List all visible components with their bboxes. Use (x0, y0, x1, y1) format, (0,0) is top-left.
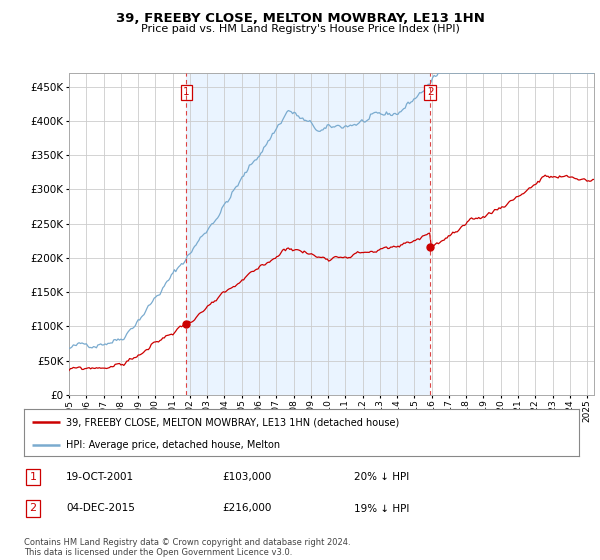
Text: 20% ↓ HPI: 20% ↓ HPI (354, 472, 409, 482)
Text: 39, FREEBY CLOSE, MELTON MOWBRAY, LE13 1HN: 39, FREEBY CLOSE, MELTON MOWBRAY, LE13 1… (116, 12, 484, 25)
Text: 04-DEC-2015: 04-DEC-2015 (66, 503, 135, 514)
Text: Price paid vs. HM Land Registry's House Price Index (HPI): Price paid vs. HM Land Registry's House … (140, 24, 460, 34)
Text: 2: 2 (29, 503, 37, 514)
Text: 19% ↓ HPI: 19% ↓ HPI (354, 503, 409, 514)
Text: Contains HM Land Registry data © Crown copyright and database right 2024.
This d: Contains HM Land Registry data © Crown c… (24, 538, 350, 557)
Text: 1: 1 (183, 87, 190, 97)
Text: 2: 2 (427, 87, 434, 97)
Text: £103,000: £103,000 (222, 472, 271, 482)
Text: HPI: Average price, detached house, Melton: HPI: Average price, detached house, Melt… (65, 440, 280, 450)
Text: 19-OCT-2001: 19-OCT-2001 (66, 472, 134, 482)
Text: 39, FREEBY CLOSE, MELTON MOWBRAY, LE13 1HN (detached house): 39, FREEBY CLOSE, MELTON MOWBRAY, LE13 1… (65, 417, 399, 427)
Text: 1: 1 (29, 472, 37, 482)
Bar (187, 73, 430, 395)
Text: £216,000: £216,000 (222, 503, 271, 514)
